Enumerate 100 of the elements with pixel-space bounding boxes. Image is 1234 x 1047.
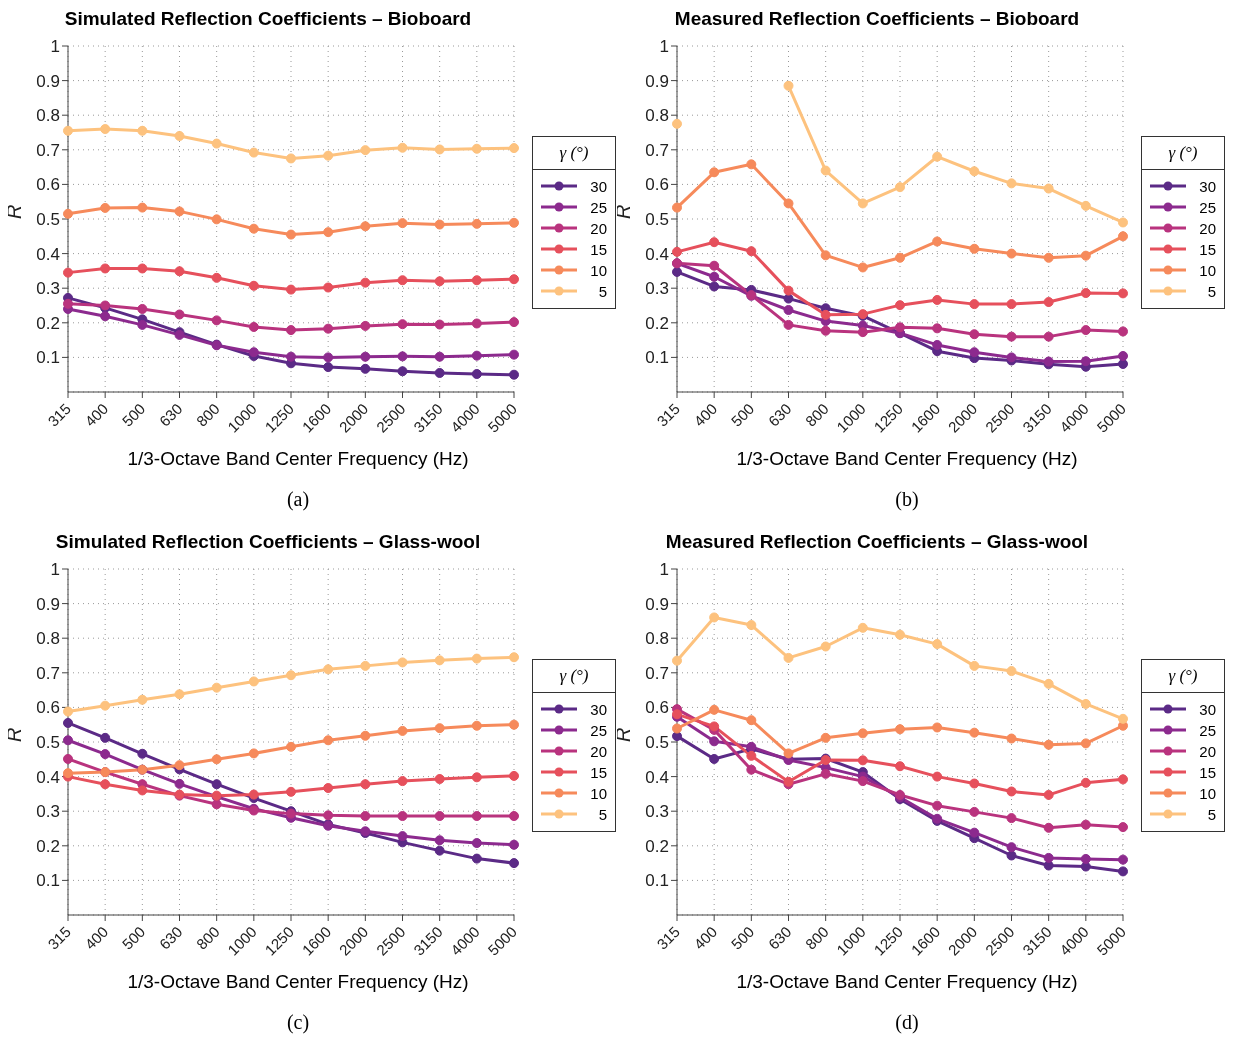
x-axis-title: 1/3-Octave Band Center Frequency (Hz) xyxy=(126,971,470,993)
y-tick-label: 0.1 xyxy=(36,348,60,368)
y-tick-label: 0.9 xyxy=(645,594,669,614)
chart-title: Simulated Reflection Coefficients – Bioboard xyxy=(63,8,473,31)
legend-label: 10 xyxy=(1198,784,1216,802)
x-tick-label: 800 xyxy=(192,922,223,953)
legend-label: 20 xyxy=(1198,219,1216,237)
legend-label: 10 xyxy=(589,261,607,279)
y-tick-label: 0.1 xyxy=(36,871,60,891)
x-tick-label: 400 xyxy=(690,399,721,430)
y-tick-label: 0.3 xyxy=(645,802,669,822)
legend-title: γ (°) xyxy=(1142,659,1224,693)
x-tick-label: 500 xyxy=(118,922,149,953)
x-tick-label: 630 xyxy=(764,399,795,430)
x-tick-label: 315 xyxy=(44,922,75,953)
legend-label: 25 xyxy=(589,198,607,216)
y-tick-label: 1 xyxy=(50,560,60,580)
x-tick-label: 800 xyxy=(801,399,832,430)
y-tick-label: 0.2 xyxy=(645,313,669,333)
x-tick-label: 800 xyxy=(192,399,223,430)
y-tick-label: 0.2 xyxy=(645,836,669,856)
text: (b) xyxy=(894,488,920,511)
y-tick-label: 0.5 xyxy=(36,210,60,230)
x-tick-label: 400 xyxy=(690,922,721,953)
chart-title: Simulated Reflection Coefficients – Glass-wool xyxy=(54,531,482,554)
legend-label: 20 xyxy=(589,742,607,760)
y-tick-label: 0.6 xyxy=(645,698,669,718)
legend-label: 25 xyxy=(1198,198,1216,216)
x-tick-label: 315 xyxy=(653,922,684,953)
y-tick-label: 0.7 xyxy=(645,663,669,683)
x-tick-label: 630 xyxy=(155,399,186,430)
y-tick-label: 0.8 xyxy=(645,629,669,649)
legend-label: 25 xyxy=(589,721,607,739)
y-axis-title: R xyxy=(3,727,26,742)
y-tick-label: 0.4 xyxy=(645,767,669,787)
y-tick-label: 0.9 xyxy=(36,594,60,614)
legend-label: 15 xyxy=(1198,763,1216,781)
x-tick-label: 800 xyxy=(801,922,832,953)
y-tick-label: 0.8 xyxy=(645,106,669,126)
y-tick-label: 0.2 xyxy=(36,836,60,856)
text: (d) xyxy=(894,1011,920,1034)
legend-label: 30 xyxy=(1198,177,1216,195)
legend-label: 20 xyxy=(1198,742,1216,760)
legend-label: 15 xyxy=(1198,240,1216,258)
x-axis-title: 1/3-Octave Band Center Frequency (Hz) xyxy=(735,971,1079,993)
legend-label: 15 xyxy=(589,240,607,258)
y-tick-label: 0.3 xyxy=(645,279,669,299)
legend-label: 30 xyxy=(589,177,607,195)
y-tick-label: 0.9 xyxy=(645,71,669,91)
legend-title: γ (°) xyxy=(533,659,615,693)
x-tick-label: 400 xyxy=(81,922,112,953)
y-tick-label: 0.5 xyxy=(36,733,60,753)
legend-label: 5 xyxy=(1206,805,1216,823)
legend-label: 15 xyxy=(589,763,607,781)
legend-title: γ (°) xyxy=(533,136,615,170)
y-tick-label: 0.6 xyxy=(36,698,60,718)
text: (a) xyxy=(285,488,311,511)
legend-label: 10 xyxy=(589,784,607,802)
y-tick-label: 0.4 xyxy=(36,767,60,787)
y-axis-title: R xyxy=(612,727,635,742)
y-axis-title: R xyxy=(3,204,26,219)
x-tick-label: 400 xyxy=(81,399,112,430)
y-tick-label: 0.7 xyxy=(36,663,60,683)
y-tick-label: 0.7 xyxy=(36,140,60,160)
y-tick-label: 0.5 xyxy=(645,733,669,753)
chart-title: Measured Reflection Coefficients – Bioboard xyxy=(673,8,1081,31)
y-tick-label: 0.1 xyxy=(645,348,669,368)
y-tick-label: 0.4 xyxy=(645,244,669,264)
legend-label: 10 xyxy=(1198,261,1216,279)
y-tick-label: 0.3 xyxy=(36,279,60,299)
y-tick-label: 0.6 xyxy=(36,175,60,195)
legend-label: 25 xyxy=(1198,721,1216,739)
y-tick-label: 0.3 xyxy=(36,802,60,822)
x-tick-label: 315 xyxy=(653,399,684,430)
y-tick-label: 0.6 xyxy=(645,175,669,195)
x-tick-label: 500 xyxy=(727,399,758,430)
y-tick-label: 0.8 xyxy=(36,106,60,126)
y-tick-label: 1 xyxy=(659,560,669,580)
y-tick-label: 1 xyxy=(50,37,60,57)
x-tick-label: 315 xyxy=(44,399,75,430)
y-axis-title: R xyxy=(612,204,635,219)
legend-label: 5 xyxy=(1206,282,1216,300)
y-tick-label: 0.4 xyxy=(36,244,60,264)
y-tick-label: 0.1 xyxy=(645,871,669,891)
legend-label: 20 xyxy=(589,219,607,237)
text: (c) xyxy=(285,1011,311,1034)
legend-label: 5 xyxy=(597,282,607,300)
y-tick-label: 0.8 xyxy=(36,629,60,649)
x-tick-label: 630 xyxy=(155,922,186,953)
x-tick-label: 500 xyxy=(118,399,149,430)
y-tick-label: 0.2 xyxy=(36,313,60,333)
y-tick-label: 0.7 xyxy=(645,140,669,160)
y-tick-label: 0.9 xyxy=(36,71,60,91)
x-tick-label: 500 xyxy=(727,922,758,953)
y-tick-label: 1 xyxy=(659,37,669,57)
x-axis-title: 1/3-Octave Band Center Frequency (Hz) xyxy=(735,448,1079,470)
legend-title: γ (°) xyxy=(1142,136,1224,170)
y-tick-label: 0.5 xyxy=(645,210,669,230)
legend-label: 30 xyxy=(589,700,607,718)
legend-label: 30 xyxy=(1198,700,1216,718)
